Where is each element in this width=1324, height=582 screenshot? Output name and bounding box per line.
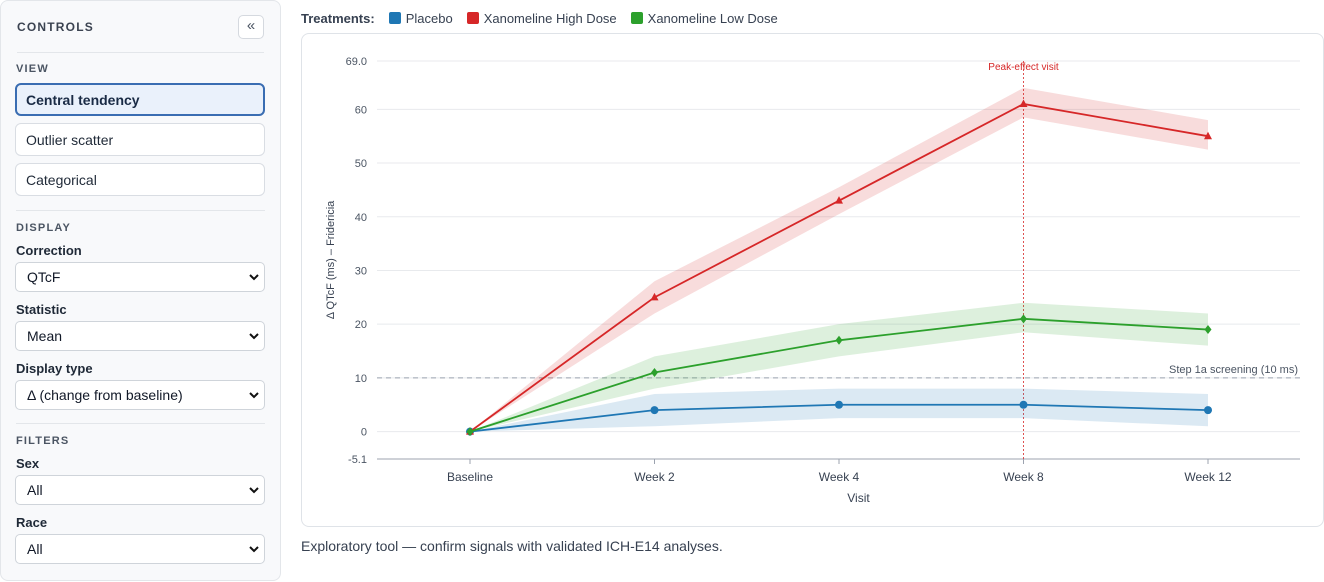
sidebar-header: CONTROLS «	[17, 1, 264, 53]
divider	[16, 423, 265, 424]
race-label: Race	[16, 515, 48, 530]
sex-value: All	[27, 482, 43, 498]
legend-item-placebo[interactable]: Placebo	[388, 10, 453, 26]
race-select[interactable]: All	[15, 534, 265, 564]
treatment-legend: Treatments: Placebo Xanomeline High Dose…	[301, 9, 792, 27]
data-point	[835, 400, 843, 409]
chevron-down-icon	[249, 392, 259, 399]
display-type-value: Δ (change from baseline)	[27, 387, 183, 403]
y-tick-label: -5.1	[348, 454, 367, 466]
view-option-central-tendency[interactable]: Central tendency	[15, 83, 265, 116]
correction-label: Correction	[16, 243, 82, 258]
x-tick-label: Week 12	[1184, 470, 1231, 484]
data-point	[466, 427, 474, 437]
sex-label: Sex	[16, 456, 40, 471]
view-option-categorical[interactable]: Categorical	[15, 163, 265, 196]
peak-visit-label: Peak-effect visit	[988, 62, 1059, 73]
race-value: All	[27, 541, 43, 557]
chevron-down-icon	[249, 546, 259, 553]
legend-item-high-dose[interactable]: Xanomeline High Dose	[466, 10, 617, 26]
legend-item-label: Xanomeline High Dose	[483, 10, 617, 26]
display-section-label: DISPLAY	[16, 222, 72, 234]
legend-swatch	[466, 12, 479, 24]
correction-select[interactable]: QTcF	[15, 262, 265, 292]
collapse-sidebar-button[interactable]: «	[238, 14, 264, 39]
chart-card: -5.1 0 10 20 30 40 50 60 69.0 Baseline Week 2 Week …	[301, 33, 1324, 527]
ci-band-series-0	[470, 388, 1208, 432]
data-point	[651, 368, 658, 378]
legend-item-label: Placebo	[405, 10, 453, 26]
y-tick-label: 60	[355, 104, 367, 116]
y-tick-label: 30	[355, 265, 367, 277]
statistic-value: Mean	[27, 328, 63, 344]
y-tick-label: 40	[355, 212, 367, 224]
chevron-down-icon	[249, 274, 259, 281]
qtcf-line-chart: -5.1 0 10 20 30 40 50 60 69.0 Baseline Week 2 Week …	[325, 56, 1300, 505]
statistic-label: Statistic	[16, 302, 67, 317]
y-tick-label: 10	[355, 373, 367, 385]
ci-band-series-2	[470, 302, 1208, 432]
legend-item-label: Xanomeline Low Dose	[647, 10, 778, 26]
view-option-outlier-scatter[interactable]: Outlier scatter	[15, 123, 265, 156]
display-type-select[interactable]: Δ (change from baseline)	[15, 380, 265, 410]
y-axis-label: Δ QTcF (ms) – Fridericia	[325, 200, 337, 319]
x-axis-label: Visit	[847, 491, 870, 505]
data-point	[1019, 400, 1028, 409]
sex-select[interactable]: All	[15, 475, 265, 505]
legend-item-low-dose[interactable]: Xanomeline Low Dose	[630, 10, 778, 26]
data-point	[1204, 131, 1212, 140]
sidebar-title: CONTROLS	[17, 19, 94, 34]
x-tick-label: Week 4	[819, 470, 860, 484]
data-point	[1204, 406, 1212, 415]
divider	[16, 210, 265, 211]
y-tick-label: 20	[355, 319, 367, 331]
legend-title: Treatments:	[301, 10, 375, 26]
data-point	[1020, 314, 1027, 324]
reference-line-label: Step 1a screening (10 ms)	[1169, 364, 1298, 376]
data-point	[835, 335, 843, 345]
x-tick-label: Week 8	[1003, 470, 1044, 484]
data-point	[835, 196, 843, 204]
display-type-label: Display type	[16, 361, 93, 376]
x-tick-label: Baseline	[447, 470, 493, 484]
x-tick-label: Week 2	[634, 470, 675, 484]
filters-section-label: FILTERS	[16, 435, 70, 447]
data-point	[650, 292, 659, 301]
view-section-label: VIEW	[16, 63, 49, 75]
data-point	[1204, 325, 1212, 335]
correction-value: QTcF	[27, 269, 61, 285]
legend-swatch	[388, 12, 401, 24]
legend-swatch	[630, 12, 643, 24]
footnote: Exploratory tool — confirm signals with …	[301, 538, 723, 554]
y-tick-label: 0	[361, 427, 367, 439]
data-point	[650, 406, 659, 415]
data-point	[1019, 99, 1028, 107]
y-tick-label: 50	[355, 158, 367, 170]
ci-band-series-1	[470, 87, 1208, 432]
series-line-1	[469, 103, 1209, 433]
statistic-select[interactable]: Mean	[15, 321, 265, 351]
chevron-down-icon	[249, 333, 259, 340]
chevron-down-icon	[249, 487, 259, 494]
y-tick-label: 69.0	[346, 56, 367, 68]
